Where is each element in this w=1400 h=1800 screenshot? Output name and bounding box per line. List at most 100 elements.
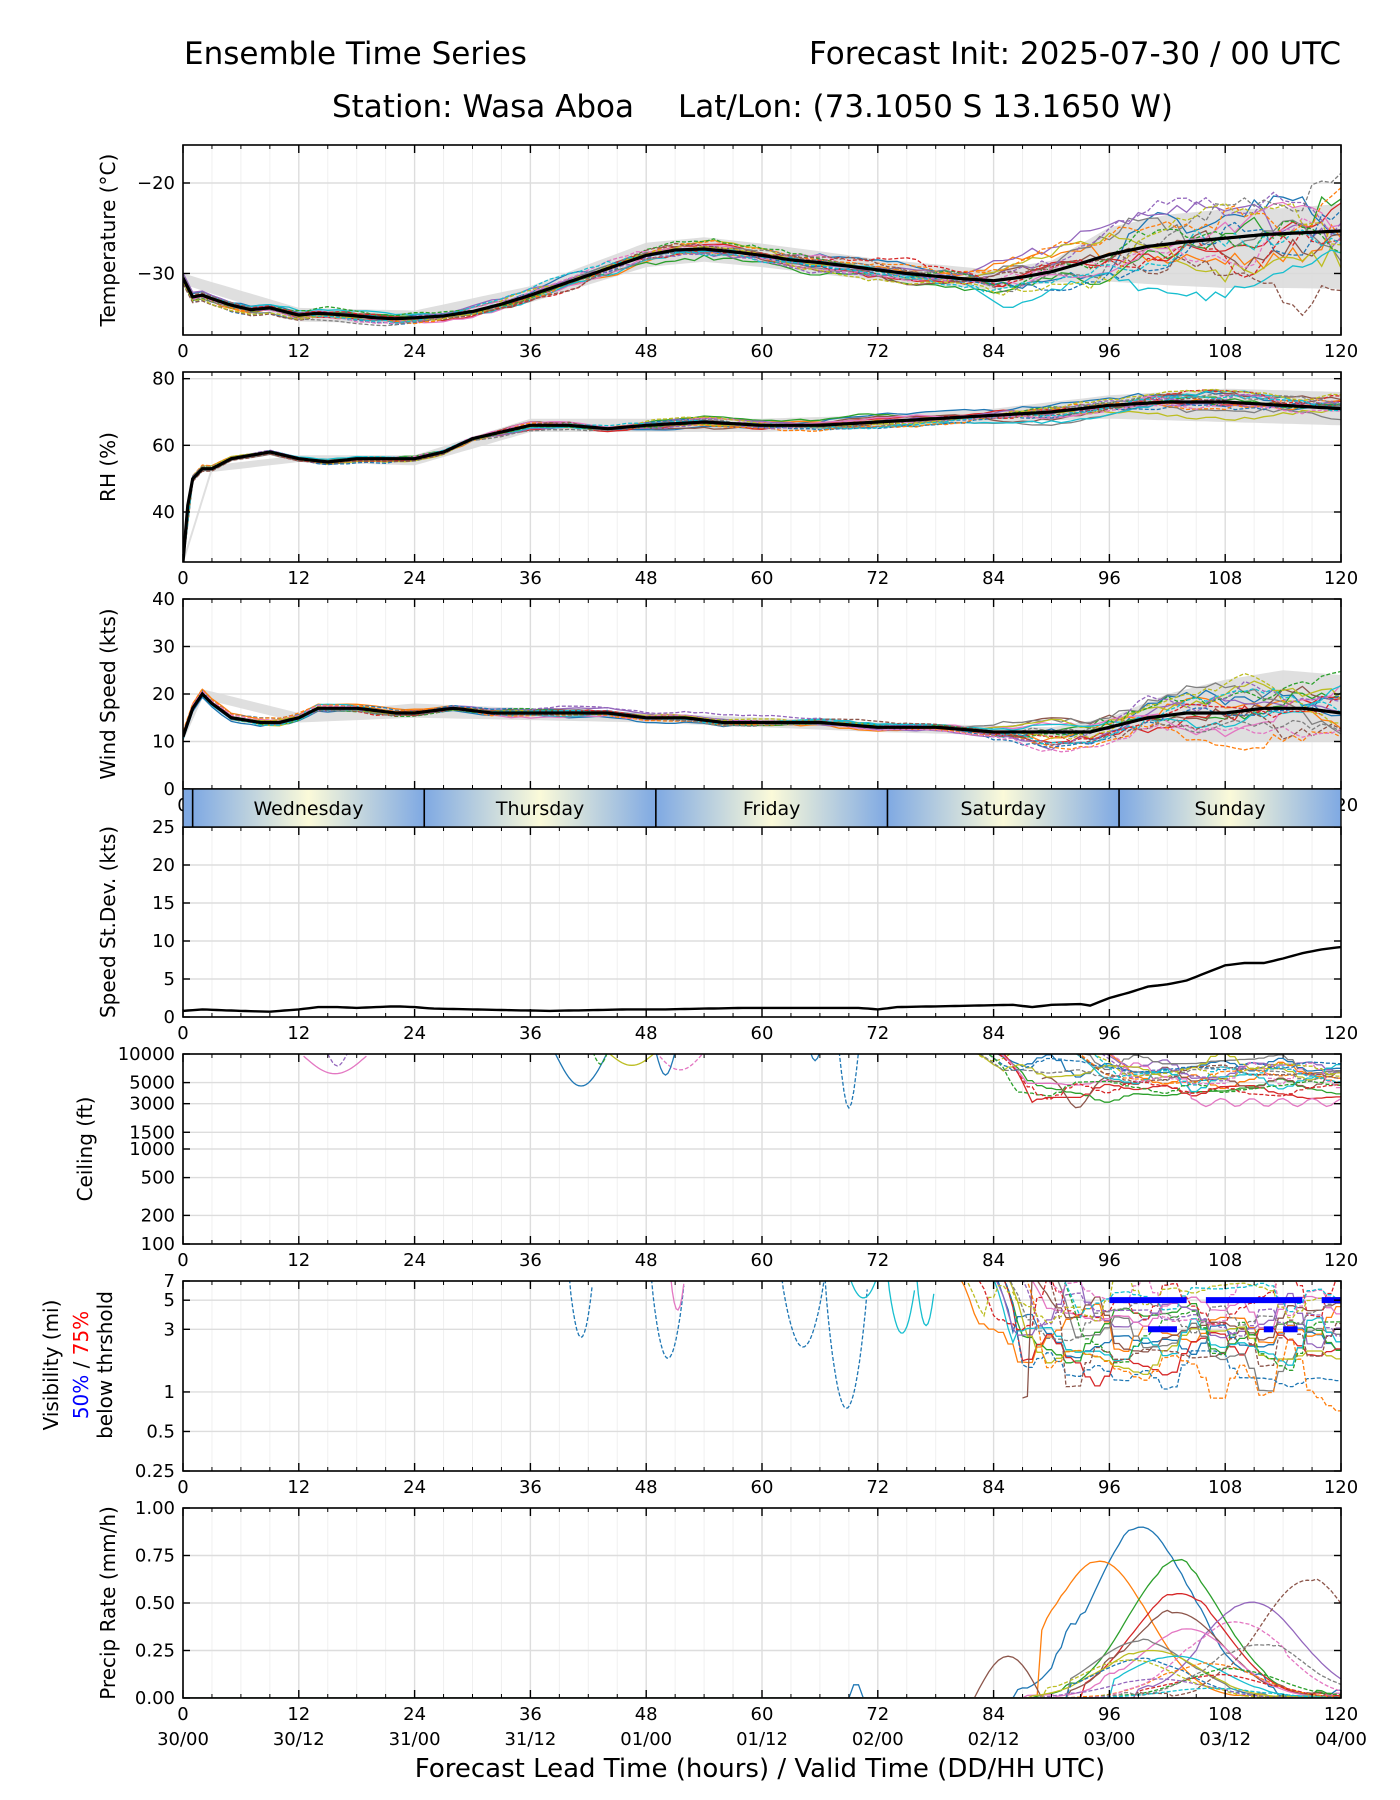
x-tick-label: 60 <box>751 1704 774 1725</box>
minor-grid <box>211 145 1313 335</box>
x-tick-label: 36 <box>519 1704 542 1725</box>
ensemble-member-line <box>810 1054 820 1062</box>
ensemble-member-line <box>1009 1281 1341 1376</box>
y-tick-label: 40 <box>152 589 175 610</box>
ensemble-member-line <box>838 1054 859 1110</box>
x-tick-label: 72 <box>866 341 889 362</box>
ensemble-member-line <box>183 1578 1341 1698</box>
y-tick-label: 40 <box>152 502 175 523</box>
x-tick-label: 0 <box>177 1250 188 1271</box>
x-tick-label: 120 <box>1324 1477 1358 1498</box>
x-tick-label: 36 <box>519 1477 542 1498</box>
y-tick-label: 1000 <box>129 1139 175 1160</box>
temperature-mean-line <box>183 229 1341 321</box>
visibility-below-threshold: below thrshold <box>93 1291 117 1439</box>
y-tick-label: 0.5 <box>146 1421 175 1442</box>
x-tick-label: 48 <box>635 341 658 362</box>
x-ticks <box>182 145 1342 335</box>
x-tick-label: 0 <box>177 1477 188 1498</box>
ensemble-member-line <box>656 1054 704 1071</box>
y-tick-label: 0 <box>164 779 175 800</box>
temperature-ylabel: Temperature (°C) <box>96 154 120 328</box>
ensemble-member-line <box>1092 1054 1341 1080</box>
x-axis-label: Forecast Lead Time (hours) / Valid Time … <box>415 1754 1105 1784</box>
ensemble-member-line <box>183 1643 1341 1698</box>
y-tick-label: 80 <box>152 369 175 390</box>
wind-ylabel: Wind Speed (kts) <box>96 608 120 779</box>
ensemble-member-line <box>655 1054 676 1076</box>
y-tick-label: 0 <box>164 1007 175 1028</box>
ensemble-member-line <box>554 1054 608 1087</box>
y-tick-label: 30 <box>152 637 175 658</box>
rh-mean-line <box>183 400 1341 562</box>
ensemble-member-line <box>183 1526 1341 1698</box>
x-tick-label: 96 <box>1098 568 1121 589</box>
temperature-spread-band <box>183 203 1341 325</box>
x-tick-label: 12 <box>287 1704 310 1725</box>
ensemble-member-line <box>183 249 1341 317</box>
valid-time-label: 02/12 <box>968 1729 1020 1750</box>
day-cell <box>655 789 888 827</box>
ensemble-member-line <box>999 1054 1341 1103</box>
x-tick-label: 36 <box>519 1023 542 1044</box>
ensemble-member-line <box>916 1281 935 1327</box>
ensemble-member-line <box>183 1673 1341 1698</box>
x-tick-label: 36 <box>519 341 542 362</box>
day-cell <box>887 789 1120 827</box>
day-label: Saturday <box>960 798 1046 820</box>
ensemble-member-line <box>183 1649 1341 1698</box>
x-tick-label: 96 <box>1098 341 1121 362</box>
ensemble-member-line <box>183 1628 1341 1698</box>
y-tick-label: 100 <box>141 1234 175 1255</box>
x-tick-label: 12 <box>287 1477 310 1498</box>
ensemble-member-line <box>997 1281 1341 1359</box>
x-tick-label: 84 <box>982 341 1005 362</box>
day-band: Wednesday Thursday Friday Saturday Sunday <box>182 788 1342 828</box>
ensemble-member-line <box>593 1054 608 1066</box>
x-tick-label: 12 <box>287 1250 310 1271</box>
ensemble-member-line <box>1063 1281 1341 1319</box>
x-tick-label: 84 <box>982 1704 1005 1725</box>
ensemble-member-line <box>183 217 1341 325</box>
x-tick-label: 72 <box>866 1704 889 1725</box>
x-tick-label: 108 <box>1208 1704 1242 1725</box>
panels: 0 12 24 36 48 60 72 84 96 108 120−20−30Temperature… <box>73 144 1367 1750</box>
x-tick-label: 36 <box>519 1250 542 1271</box>
x-tick-label: 108 <box>1208 1023 1242 1044</box>
speed_stdev-panel: 0 12 24 36 48 60 72 84 96 108 120 0 5 10 15 20 25 Speed S… <box>96 817 1358 1044</box>
x-tick-label: 96 <box>1098 1704 1121 1725</box>
ensemble-member-line <box>1048 1281 1341 1388</box>
ensemble-member-line <box>183 228 1341 324</box>
ensemble-member-line <box>1002 1054 1341 1104</box>
x-tick-label: 60 <box>751 341 774 362</box>
ensemble-member-line <box>183 1592 1341 1698</box>
rh-panel: 0 12 24 36 48 60 72 84 96 108 120 40 60 80 RH (%) <box>96 369 1358 589</box>
ensemble-member-line <box>183 680 1341 747</box>
y-tick-label: 0.00 <box>135 1688 175 1709</box>
x-tick-label: 120 <box>1324 1023 1358 1044</box>
y-tick-label: 5 <box>164 1290 175 1311</box>
x-tick-label: 24 <box>403 1023 426 1044</box>
ensemble-member-line <box>183 691 1341 743</box>
valid-time-label: 01/00 <box>620 1729 672 1750</box>
x-tick-label: 120 <box>1324 1250 1358 1271</box>
legend-75-percent: 75% <box>69 1311 93 1355</box>
ensemble-member-line <box>781 1281 825 1348</box>
x-tick-label: 48 <box>635 1023 658 1044</box>
ensemble-member-line <box>183 1662 1341 1698</box>
x-tick-label: 24 <box>403 1250 426 1271</box>
day-cell <box>1119 789 1341 827</box>
ensemble-member-line <box>670 1281 685 1311</box>
precip-panel: 0 30/00 12 30/12 24 31/00 36 31/12 48 01/00 60 01/1… <box>96 1498 1367 1750</box>
visibility-threshold-legend: 50% / 75% <box>69 1311 93 1419</box>
x-tick-label: 108 <box>1208 1477 1242 1498</box>
plot-area <box>183 1526 1341 1698</box>
ensemble-member-line <box>651 1281 685 1360</box>
x-tick-label: 108 <box>1208 1250 1242 1271</box>
visibility-ylabel: Visibility (mi) <box>39 1300 63 1431</box>
ensemble-member-line <box>1009 1281 1341 1342</box>
ensemble-member-line <box>1003 1281 1341 1387</box>
valid-time-label: 31/00 <box>389 1729 441 1750</box>
x-tick-label: 12 <box>287 568 310 589</box>
y-tick-label: 20 <box>152 684 175 705</box>
